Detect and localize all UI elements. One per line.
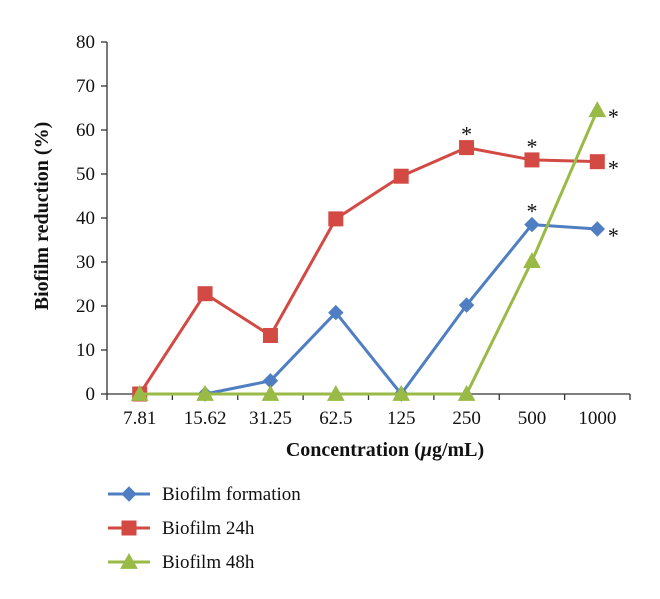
- data-point-biofilm-48h: [457, 384, 476, 401]
- data-point-biofilm-48h: [326, 384, 345, 401]
- data-point-biofilm-24h: [262, 327, 278, 343]
- y-tick-label: 80: [76, 32, 95, 53]
- data-point-biofilm-formation: [328, 304, 344, 321]
- y-tick-label: 40: [76, 208, 95, 229]
- x-tick-label: 1000: [578, 408, 616, 429]
- x-axis-title: Concentration (μg/mL): [286, 439, 484, 461]
- series-biofilm-formation: [131, 216, 606, 402]
- y-tick-label: 60: [76, 120, 95, 141]
- series-biofilm-48h: [130, 101, 607, 401]
- data-point-biofilm-24h: [393, 168, 409, 184]
- x-tick-label: 250: [452, 408, 481, 429]
- significance-markers: * * * * * *: [461, 104, 619, 248]
- data-point-biofilm-24h: [524, 152, 540, 168]
- data-point-biofilm-24h: [328, 211, 344, 227]
- legend-item-biofilm-48h: Biofilm 48h: [108, 552, 255, 573]
- y-tick-label: 20: [76, 296, 95, 317]
- x-axis-title-suffix: g/mL): [432, 439, 484, 461]
- data-point-biofilm-48h: [261, 384, 280, 401]
- x-axis-ticks: 7.81 15.62 31.25 62.5 125 250 500 1000: [106, 394, 631, 429]
- x-tick-label: 62.5: [319, 408, 352, 429]
- significance-star: *: [608, 156, 619, 181]
- data-point-biofilm-formation: [458, 297, 475, 313]
- legend-label: Biofilm formation: [162, 484, 301, 505]
- x-tick-label: 125: [387, 408, 416, 429]
- significance-star: *: [461, 122, 472, 147]
- y-tick-label: 0: [86, 384, 96, 405]
- y-tick-label: 70: [76, 76, 95, 97]
- data-point-biofilm-24h: [197, 286, 213, 302]
- y-tick-label: 30: [76, 252, 95, 273]
- data-point-biofilm-48h: [588, 101, 607, 118]
- y-tick-label: 10: [76, 340, 95, 361]
- series-biofilm-24h: [132, 140, 605, 402]
- y-axis-ticks: 0 10 20 30 40 50 60 70 80: [76, 32, 107, 405]
- data-point-biofilm-formation: [524, 216, 540, 233]
- x-axis-title-prefix: Concentration (: [286, 439, 421, 461]
- x-tick-label: 500: [518, 408, 547, 429]
- data-point-biofilm-48h: [130, 384, 149, 401]
- series-line-biofilm-48h: [139, 109, 599, 396]
- legend-label: Biofilm 24h: [162, 518, 255, 539]
- significance-star: *: [526, 134, 537, 159]
- data-point-biofilm-24h: [459, 140, 475, 156]
- x-tick-label: 31.25: [249, 408, 292, 429]
- legend-swatch-marker: [120, 552, 138, 569]
- legend-label: Biofilm 48h: [162, 552, 255, 573]
- data-point-biofilm-48h: [196, 384, 214, 401]
- significance-star: *: [526, 199, 537, 224]
- legend-swatch-marker: [121, 520, 137, 536]
- x-tick-label: 7.81: [123, 408, 156, 429]
- data-point-biofilm-48h: [392, 384, 411, 401]
- series-layer: [130, 101, 607, 402]
- legend-item-biofilm-formation: Biofilm formation: [108, 484, 301, 505]
- x-tick-label: 15.62: [184, 408, 227, 429]
- significance-star: *: [608, 223, 619, 248]
- y-axis-title: Biofilm reduction (%): [31, 122, 53, 311]
- x-axis-title-mu: μ: [420, 439, 432, 461]
- series-line-biofilm-formation: [139, 223, 598, 396]
- significance-star: *: [608, 104, 619, 129]
- series-line-biofilm-24h: [138, 146, 598, 395]
- data-point-biofilm-formation: [589, 221, 606, 237]
- y-tick-label: 50: [76, 164, 95, 185]
- legend: Biofilm formation Biofilm 24h Biofilm 48h: [108, 484, 301, 573]
- data-point-biofilm-48h: [523, 252, 541, 269]
- data-point-biofilm-24h: [589, 154, 605, 170]
- legend-swatch-marker: [121, 486, 137, 502]
- legend-item-biofilm-24h: Biofilm 24h: [108, 518, 255, 539]
